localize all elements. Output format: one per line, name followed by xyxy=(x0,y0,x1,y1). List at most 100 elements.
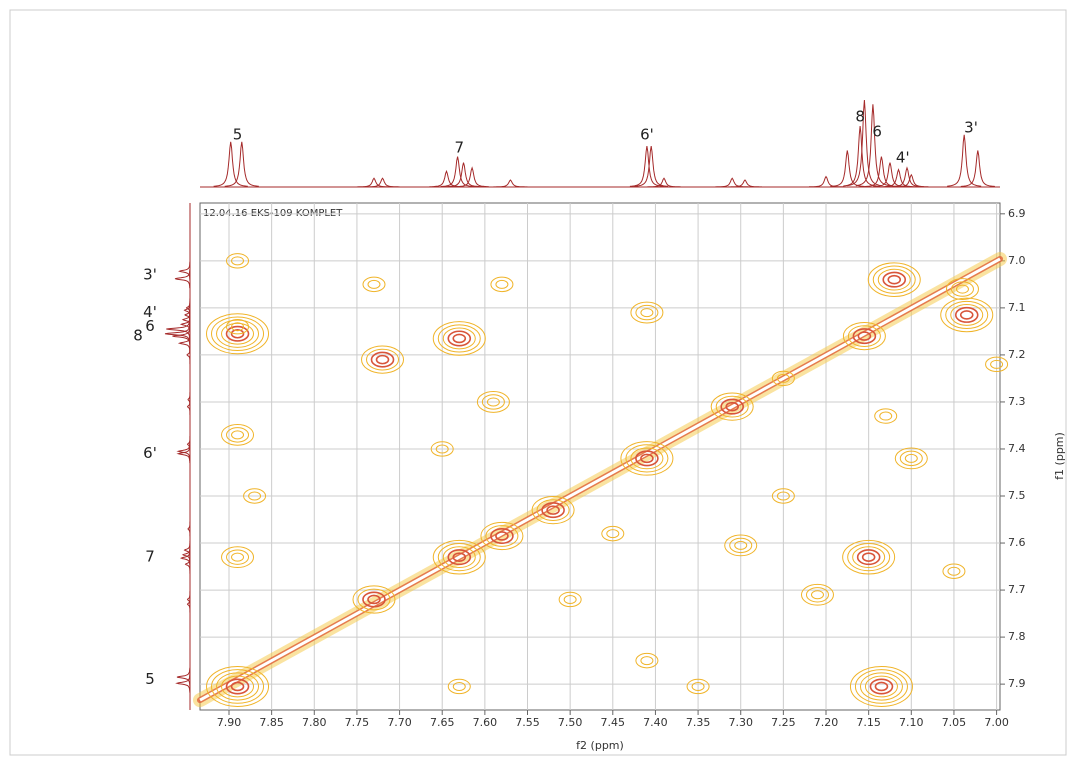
cross-peak xyxy=(724,534,758,557)
contour xyxy=(959,310,974,320)
contour xyxy=(226,549,250,565)
contour xyxy=(954,306,979,323)
contour xyxy=(715,395,749,418)
spectrum-peak xyxy=(177,333,191,353)
contour xyxy=(620,441,674,476)
contour xyxy=(805,587,829,603)
contour xyxy=(601,525,625,542)
contour xyxy=(872,265,916,294)
peak-label: 6' xyxy=(143,444,157,462)
x-tick-label: 7.05 xyxy=(942,716,967,729)
contour xyxy=(231,322,245,332)
y-tick-label: 7.7 xyxy=(1008,583,1026,596)
contour xyxy=(640,656,654,666)
contour xyxy=(437,324,481,353)
contour xyxy=(882,271,907,288)
spectrum-peak xyxy=(178,261,191,281)
spectrum-peak xyxy=(176,441,191,461)
contour xyxy=(442,546,476,569)
peak-label: 8 xyxy=(133,327,143,345)
y-tick-label: 7.1 xyxy=(1008,301,1026,314)
contour xyxy=(861,552,876,562)
contour xyxy=(447,330,472,347)
y-tick-label: 7.5 xyxy=(1008,489,1026,502)
contour xyxy=(635,652,659,669)
contour xyxy=(375,354,390,365)
contour xyxy=(945,278,979,300)
contour xyxy=(248,491,262,501)
contour xyxy=(729,537,753,554)
contour xyxy=(847,325,881,347)
cross-peak xyxy=(874,408,898,424)
spectrum-peak xyxy=(646,177,681,188)
cross-peak xyxy=(221,546,255,569)
peak-label: 6 xyxy=(145,317,155,335)
contour xyxy=(640,453,654,464)
contour xyxy=(904,453,918,463)
spectrum-peak xyxy=(629,146,665,187)
spectrum-peak xyxy=(429,169,464,188)
y-tick-label: 6.9 xyxy=(1008,207,1026,220)
contour xyxy=(720,398,744,415)
contour xyxy=(546,505,560,515)
contour xyxy=(226,253,250,269)
y-tick-label: 7.6 xyxy=(1008,536,1026,549)
peak-label: 7 xyxy=(455,139,465,157)
y-axis-label: f1 (ppm) xyxy=(1053,432,1066,480)
peak-label: 4' xyxy=(143,303,157,321)
contour xyxy=(725,401,739,412)
contour xyxy=(225,678,250,695)
contour xyxy=(734,540,748,550)
contour xyxy=(452,681,466,691)
spectrum-peak xyxy=(809,175,844,188)
spectrum-peak xyxy=(184,305,191,325)
frame xyxy=(9,9,1067,756)
cross-peak xyxy=(430,441,454,457)
contour xyxy=(230,328,245,339)
contour xyxy=(437,543,481,572)
cross-peak xyxy=(601,525,625,542)
contour xyxy=(206,665,270,707)
cross-peak xyxy=(490,276,514,293)
cross-peak xyxy=(432,539,486,575)
contour xyxy=(231,552,245,562)
contour xyxy=(495,531,509,541)
contour xyxy=(942,563,966,579)
contour xyxy=(452,333,467,344)
peak-label: 8 xyxy=(855,108,865,126)
contour xyxy=(776,373,790,383)
contour xyxy=(635,450,659,467)
cross-peak xyxy=(361,345,405,374)
x-axis-label: f2 (ppm) xyxy=(576,739,624,752)
spectrum-peak xyxy=(727,179,762,188)
x-tick-label: 7.40 xyxy=(643,716,668,729)
x-tick-label: 7.30 xyxy=(728,716,753,729)
cross-peak xyxy=(221,423,255,446)
contour xyxy=(640,308,654,318)
cross-peak xyxy=(635,652,659,669)
cross-peak xyxy=(630,301,664,324)
cross-peak xyxy=(243,488,267,504)
contour xyxy=(480,521,524,551)
y-tick-label: 7.3 xyxy=(1008,395,1026,408)
spectrum-peak xyxy=(455,166,490,188)
cross-peak xyxy=(352,585,396,614)
spectrum-peak xyxy=(181,545,191,565)
contour xyxy=(867,262,921,297)
contour xyxy=(361,345,405,374)
spectrum-peak xyxy=(847,99,882,187)
spectrum-peak xyxy=(183,540,191,560)
spectrum-peak xyxy=(180,548,191,568)
contour xyxy=(947,566,961,576)
x-tick-label: 7.75 xyxy=(345,716,370,729)
contour xyxy=(495,279,509,289)
contour xyxy=(950,281,974,297)
y-tick-label: 7.9 xyxy=(1008,677,1026,690)
spectrum-peak xyxy=(224,141,259,187)
contour xyxy=(630,301,664,324)
peak-label: 7 xyxy=(145,548,155,566)
contour xyxy=(490,276,514,293)
contour xyxy=(894,447,928,470)
contour xyxy=(990,359,1004,369)
